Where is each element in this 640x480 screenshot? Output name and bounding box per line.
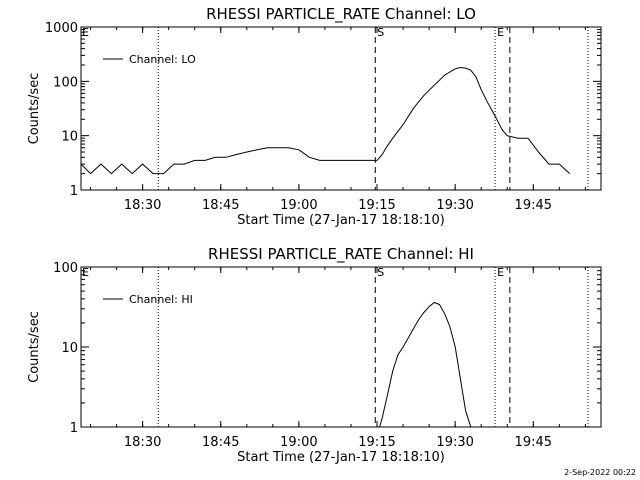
y-axis-label: Counts/sec bbox=[27, 73, 42, 145]
legend-label: Channel: HI bbox=[129, 293, 193, 306]
series-line bbox=[80, 66, 571, 175]
x-tick-label: 19:30 bbox=[436, 198, 473, 213]
corner-marker-label: E bbox=[82, 266, 89, 279]
x-axis-label: Start Time (27-Jan-17 18:18:10) bbox=[237, 213, 445, 228]
footer-timestamp: 2-Sep-2022 00:22 bbox=[564, 468, 636, 477]
y-tick-label: 10 bbox=[61, 341, 78, 356]
y-tick-label: 100 bbox=[53, 261, 78, 276]
marker-label: E bbox=[497, 266, 504, 279]
marker-label: E bbox=[497, 26, 504, 39]
y-tick-label: 10 bbox=[61, 130, 78, 145]
chart-title: RHESSI PARTICLE_RATE Channel: HI bbox=[208, 245, 474, 264]
y-tick-label: 1 bbox=[70, 184, 78, 199]
y-tick-label: 1 bbox=[70, 421, 78, 436]
x-tick-label: 18:45 bbox=[202, 198, 239, 213]
chart-title: RHESSI PARTICLE_RATE Channel: LO bbox=[206, 5, 476, 24]
x-tick-label: 19:15 bbox=[358, 198, 395, 213]
x-tick-label: 19:45 bbox=[515, 198, 552, 213]
plot-frame bbox=[80, 26, 602, 191]
y-axis-label: Counts/sec bbox=[27, 311, 42, 383]
y-tick-label: 1000 bbox=[45, 21, 78, 36]
x-tick-label: 18:45 bbox=[202, 435, 239, 450]
corner-marker-label: E bbox=[82, 26, 89, 39]
x-tick-label: 19:45 bbox=[515, 435, 552, 450]
x-axis-label: Start Time (27-Jan-17 18:18:10) bbox=[237, 450, 445, 465]
marker-label: S bbox=[377, 26, 384, 39]
x-tick-label: 18:30 bbox=[124, 435, 161, 450]
chart-panel-2: RHESSI PARTICLE_RATE Channel: HI 18:30 18:… bbox=[27, 245, 602, 465]
marker-label: S bbox=[377, 266, 384, 279]
chart-panel-1: RHESSI PARTICLE_RATE Channel: LO 18:30 18:… bbox=[27, 5, 602, 228]
x-tick-label: 19:15 bbox=[358, 435, 395, 450]
legend-label: Channel: LO bbox=[129, 53, 196, 66]
y-tick-label: 100 bbox=[53, 75, 78, 90]
series-line bbox=[379, 301, 472, 428]
x-tick-label: 19:00 bbox=[280, 435, 317, 450]
plot-frame bbox=[80, 266, 602, 428]
x-tick-label: 18:30 bbox=[124, 198, 161, 213]
x-tick-label: 19:30 bbox=[436, 435, 473, 450]
x-tick-label: 19:00 bbox=[280, 198, 317, 213]
